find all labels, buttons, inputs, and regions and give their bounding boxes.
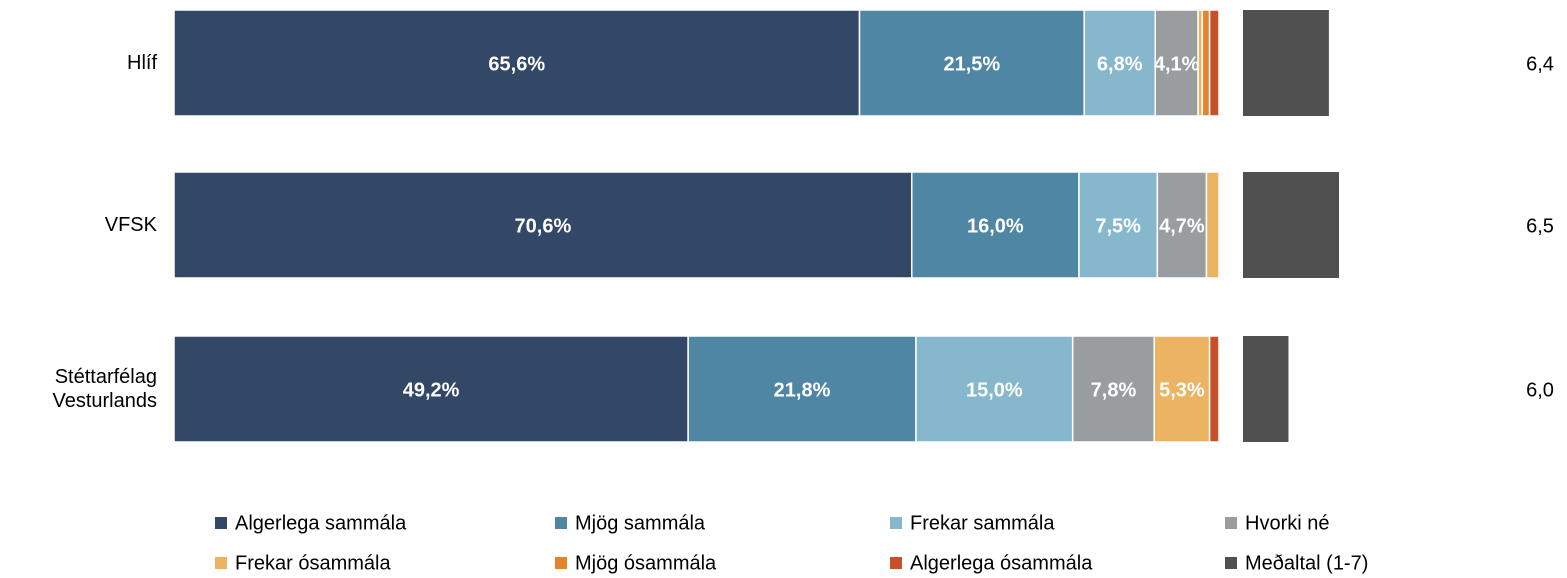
bar-segment bbox=[911, 171, 1080, 279]
mean-label: 6,5 bbox=[1526, 215, 1554, 237]
legend-swatch bbox=[215, 557, 227, 569]
legend-swatch bbox=[1225, 517, 1237, 529]
bar-segment bbox=[173, 171, 913, 279]
legend-label: Mjög sammála bbox=[575, 512, 706, 534]
legend-swatch bbox=[890, 517, 902, 529]
category-label: VFSK bbox=[104, 214, 157, 236]
legend-swatch bbox=[555, 517, 567, 529]
bar-segment bbox=[1208, 335, 1220, 443]
bar-segment bbox=[1201, 9, 1211, 117]
legend-label: Mjög ósammála bbox=[575, 552, 717, 574]
legend-label: Algerlega sammála bbox=[235, 512, 407, 534]
mean-bar bbox=[1243, 336, 1289, 442]
mean-label: 6,4 bbox=[1526, 53, 1554, 75]
data-label: 5,3% bbox=[1159, 379, 1205, 401]
bar-segment bbox=[1153, 335, 1211, 443]
data-label: 21,8% bbox=[774, 379, 831, 401]
data-label: 7,8% bbox=[1091, 379, 1137, 401]
data-label: 65,6% bbox=[488, 53, 545, 75]
data-label: 4,1% bbox=[1154, 53, 1200, 75]
mean-bar bbox=[1243, 10, 1329, 116]
legend-label: Frekar sammála bbox=[910, 512, 1055, 534]
data-label: 49,2% bbox=[403, 379, 460, 401]
data-label: 70,6% bbox=[515, 215, 572, 237]
bar-segment bbox=[173, 335, 689, 443]
mean-bar bbox=[1243, 172, 1339, 278]
bar-segment bbox=[1156, 171, 1208, 279]
bar-segment bbox=[1071, 335, 1155, 443]
bar-segment bbox=[1078, 171, 1159, 279]
legend-swatch bbox=[555, 557, 567, 569]
category-label: Stéttarfélag Vesturlands bbox=[52, 366, 157, 412]
legend-label: Meðaltal (1-7) bbox=[1245, 552, 1368, 574]
data-label: 6,8% bbox=[1097, 53, 1143, 75]
bar-segment bbox=[173, 9, 861, 117]
data-label: 4,7% bbox=[1159, 215, 1205, 237]
legend-label: Frekar ósammála bbox=[235, 552, 391, 574]
bar-segment bbox=[1208, 9, 1220, 117]
legend-label: Hvorki né bbox=[1245, 512, 1329, 534]
data-label: 16,0% bbox=[967, 215, 1024, 237]
legend-swatch bbox=[890, 557, 902, 569]
legend-label: Algerlega ósammála bbox=[910, 552, 1093, 574]
mean-label: 6,0 bbox=[1526, 379, 1554, 401]
data-label: 15,0% bbox=[966, 379, 1023, 401]
bar-segment bbox=[1083, 9, 1157, 117]
data-label: 7,5% bbox=[1095, 215, 1141, 237]
legend-swatch bbox=[215, 517, 227, 529]
data-label: 21,5% bbox=[943, 53, 1000, 75]
bar-segment bbox=[687, 335, 917, 443]
bar-segment bbox=[1205, 171, 1220, 279]
legend-swatch bbox=[1225, 557, 1237, 569]
bar-segment bbox=[915, 335, 1074, 443]
bar-segment bbox=[858, 9, 1085, 117]
category-label: Hlíf bbox=[127, 52, 157, 74]
